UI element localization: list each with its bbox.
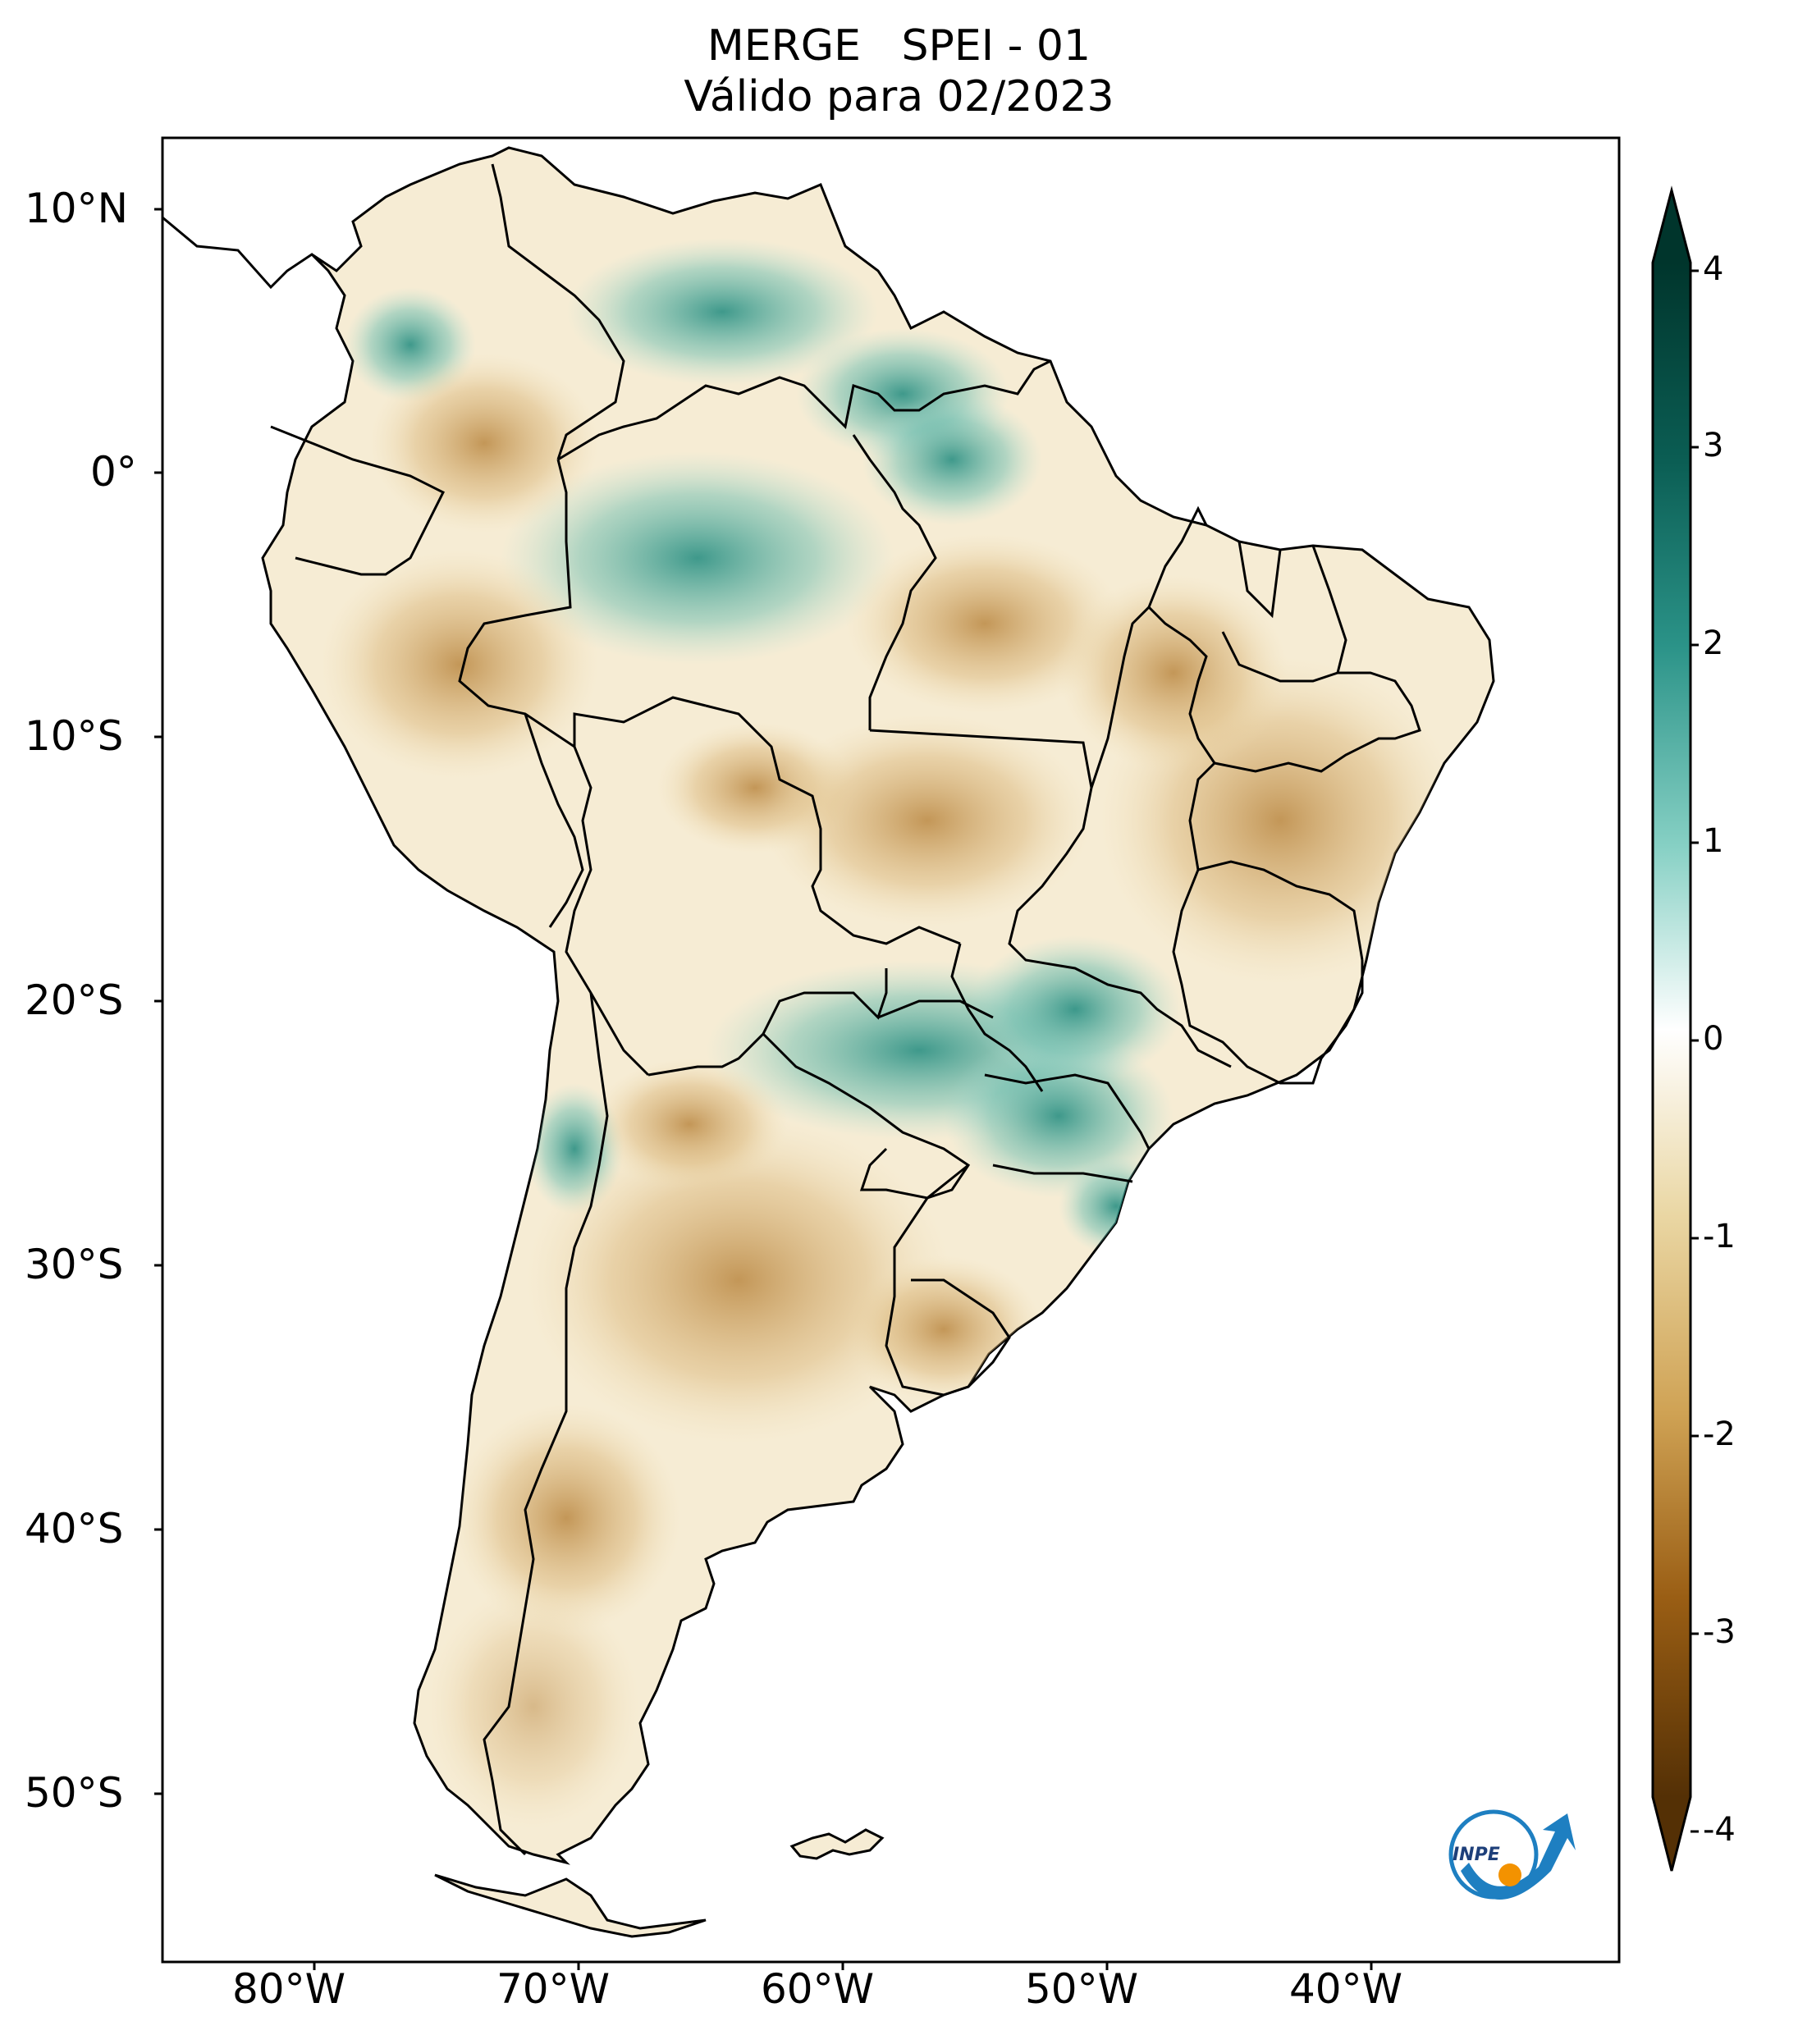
map-subtitle: Válido para 02/2023	[684, 72, 1114, 121]
colorbar-label-0: 0	[1703, 1020, 1724, 1058]
wet-anomaly-sao-paulo	[968, 935, 1182, 1083]
map-frame	[161, 136, 1621, 1964]
lat-label-10n: 10°N	[25, 185, 129, 232]
colorbar-label-2: 2	[1703, 624, 1724, 662]
dry-anomaly-patagonia-south	[427, 1584, 640, 1830]
wet-anomaly-amazonas	[501, 451, 894, 665]
border-brazil-colombia-peru	[458, 459, 707, 749]
lon-label-70w: 70°W	[496, 1965, 611, 2013]
border-bolivia-brazil	[705, 704, 961, 945]
tierra-del-fuego	[434, 1873, 707, 1938]
lon-label-40w: 40°W	[1289, 1965, 1403, 2013]
dry-anomaly-patagonia-north	[451, 1403, 681, 1633]
border-bolivia-peru-chile	[565, 746, 650, 1077]
colorbar-ticks	[1690, 269, 1699, 1833]
border-brazil-states-8	[877, 943, 1044, 1092]
colorbar-outline	[1651, 185, 1692, 1872]
colorbar-label-4: 4	[1703, 250, 1724, 288]
lat-label-20s: 20°S	[25, 976, 124, 1024]
colorbar	[1651, 185, 1699, 1872]
border-peru-bolivia-south	[524, 713, 584, 928]
colorbar-extend-min	[1653, 1797, 1690, 1871]
colorbar-label-minus2: -2	[1703, 1415, 1736, 1453]
lat-label-0: 0°	[90, 448, 137, 496]
border-ecuador	[270, 425, 446, 576]
border-chile-argentina	[483, 992, 609, 1856]
border-brazil-states-3	[1172, 761, 1364, 1085]
dry-anomaly-chaco	[591, 1059, 788, 1190]
wet-anomaly-amapa	[862, 394, 1042, 525]
dry-anomaly-mato-grosso	[763, 714, 1091, 927]
lat-label-30s: 30°S	[25, 1241, 124, 1288]
border-brazil-states-2	[1090, 605, 1216, 789]
border-brazil-states-7	[984, 1073, 1151, 1183]
inpe-logo	[1448, 1809, 1576, 1900]
dry-anomaly-maranhao-piaui	[1059, 574, 1288, 771]
country-state-borders	[270, 163, 1421, 1856]
lat-ticks	[154, 208, 162, 1795]
spei-anomaly-field	[320, 238, 1461, 1830]
colorbar-body	[1653, 263, 1690, 1797]
colorbar-extend-max	[1653, 190, 1690, 263]
border-brazil-states-1	[869, 729, 1232, 1068]
lon-label-80w: 80°W	[232, 1965, 346, 2013]
border-brazil-north	[557, 359, 1051, 461]
dry-anomaly-colombia-south	[369, 353, 599, 533]
border-bolivia-paraguay	[647, 968, 888, 1077]
border-brazil-states-5	[1197, 860, 1364, 961]
lon-ticks	[313, 1962, 1373, 1970]
border-brazil-west	[852, 434, 937, 730]
inpe-logo-text: INPE	[1453, 1845, 1500, 1865]
lon-label-60w: 60°W	[761, 1965, 875, 2013]
colorbar-label-minus1: -1	[1703, 1218, 1736, 1255]
falkland-islands	[789, 1828, 885, 1860]
border-colombia-venezuela	[491, 163, 625, 460]
logo-dot	[1498, 1863, 1521, 1886]
map-area	[162, 138, 1619, 1962]
border-uruguay	[885, 1164, 1011, 1397]
dry-anomaly-para	[845, 533, 1124, 714]
lon-label-50w: 50°W	[1025, 1965, 1139, 2013]
lat-label-10s: 10°S	[25, 712, 124, 760]
colorbar-label-minus4: -4	[1703, 1811, 1736, 1849]
border-brazil-states-6	[1147, 505, 1347, 674]
dry-anomaly-argentina-pampas	[525, 1116, 952, 1444]
lat-label-40s: 40°S	[25, 1505, 124, 1552]
lat-label-50s: 50°S	[25, 1769, 124, 1817]
colorbar-label-minus3: -3	[1703, 1613, 1736, 1651]
dry-anomaly-peru	[320, 550, 599, 780]
colorbar-label-3: 3	[1703, 427, 1724, 464]
wet-anomaly-venezuela	[566, 238, 878, 386]
map-title: MERGE SPEI - 01	[707, 21, 1091, 71]
border-brazil-states-4	[1214, 631, 1421, 773]
colorbar-label-1: 1	[1703, 822, 1724, 860]
